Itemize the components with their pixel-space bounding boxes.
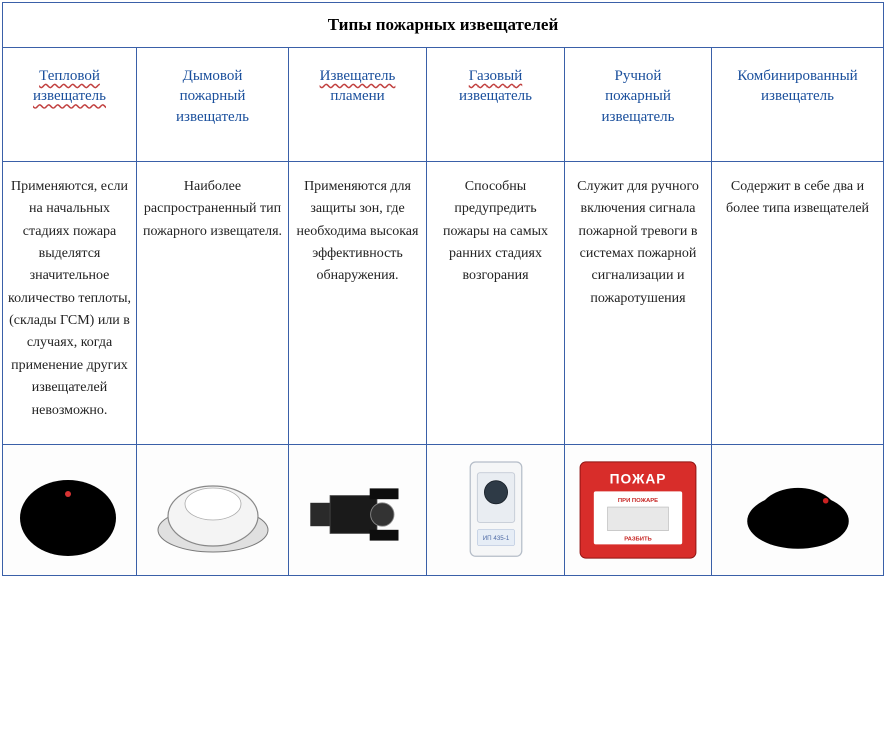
img-heat (3, 445, 137, 576)
header-line: извещатель (33, 88, 106, 104)
desc-gas: Способны предупредить пожары на самых ра… (427, 161, 565, 444)
image-row: ИП 435-1 ПОЖАР ПРИ ПОЖАРЕ РАЗБИТЬ (3, 445, 884, 576)
img-gas: ИП 435-1 (427, 445, 565, 576)
header-line: извещатель (602, 109, 675, 125)
header-line: Извещатель (320, 68, 396, 84)
header-line: Тепловой (39, 68, 100, 84)
header-line: Комбинированный извещатель (737, 68, 857, 104)
combined-detector-icon (738, 463, 858, 557)
manual-call-point-icon: ПОЖАР ПРИ ПОЖАРЕ РАЗБИТЬ (574, 456, 702, 564)
header-line: Ручной (615, 68, 662, 84)
gas-label: ИП 435-1 (482, 535, 509, 542)
col-header-manual: Ручной пожарный извещатель (565, 48, 712, 162)
col-header-gas: Газовый извещатель (427, 48, 565, 162)
manual-label-top: ПОЖАР (610, 472, 667, 487)
img-smoke (137, 445, 289, 576)
desc-smoke: Наиболее распространенный тип пожарного … (137, 161, 289, 444)
header-line: пожарный (605, 88, 671, 104)
smoke-detector-icon (148, 460, 278, 560)
manual-label-mid: ПРИ ПОЖАРЕ (618, 498, 658, 504)
desc-manual: Служит для ручного включения сигнала пож… (565, 161, 712, 444)
desc-combined: Содержит в себе два и более типа извещат… (712, 161, 884, 444)
gas-detector-icon: ИП 435-1 (456, 455, 536, 565)
header-line: извещатель (176, 109, 249, 125)
header-line: пламени (330, 88, 384, 104)
desc-heat: Применяются, если на начальных стадиях п… (3, 161, 137, 444)
col-header-heat: Тепловой извещатель (3, 48, 137, 162)
header-line: извещатель (459, 88, 532, 104)
header-line: Газовый (469, 68, 522, 84)
header-line: пожарный (180, 88, 246, 104)
desc-flame: Применяются для защиты зон, где необходи… (289, 161, 427, 444)
detector-types-table: Типы пожарных извещателей Тепловой извещ… (2, 2, 884, 576)
flame-detector-icon (298, 465, 418, 555)
description-row: Применяются, если на начальных стадиях п… (3, 161, 884, 444)
header-row: Тепловой извещатель Дымовой пожарный изв… (3, 48, 884, 162)
img-manual: ПОЖАР ПРИ ПОЖАРЕ РАЗБИТЬ (565, 445, 712, 576)
col-header-smoke: Дымовой пожарный извещатель (137, 48, 289, 162)
col-header-combined: Комбинированный извещатель (712, 48, 884, 162)
header-line: Дымовой (183, 68, 243, 84)
img-flame (289, 445, 427, 576)
heat-detector-icon (10, 460, 130, 560)
img-combined (712, 445, 884, 576)
col-header-flame: Извещатель пламени (289, 48, 427, 162)
table-title: Типы пожарных извещателей (3, 3, 884, 48)
manual-label-bot: РАЗБИТЬ (624, 536, 652, 542)
